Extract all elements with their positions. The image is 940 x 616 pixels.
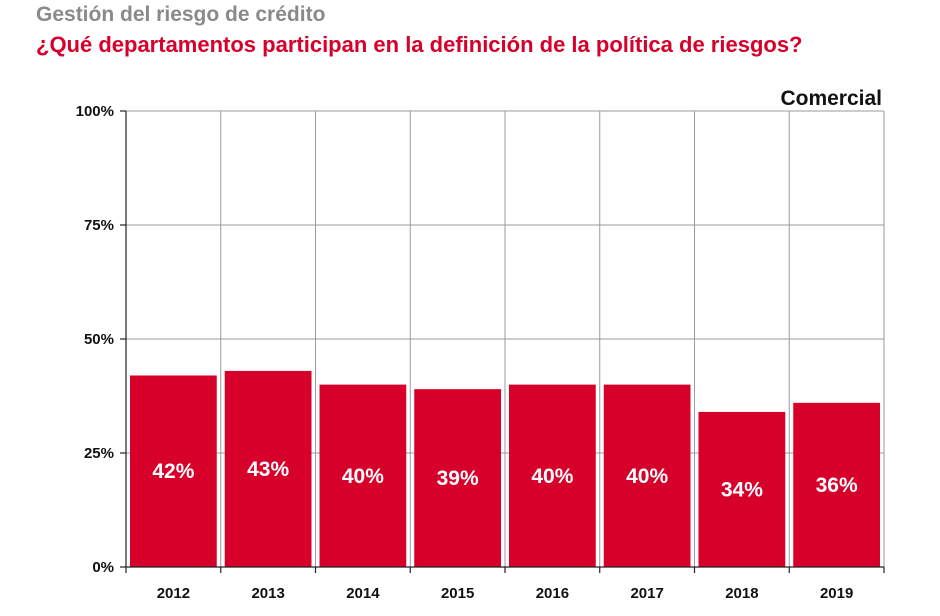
bar — [793, 402, 880, 567]
series-name-label: Comercial — [780, 87, 882, 110]
y-tick-label: 100% — [76, 103, 114, 120]
y-tick-label: 50% — [84, 331, 114, 348]
y-tick-label: 25% — [84, 445, 114, 462]
bar — [224, 370, 312, 567]
bar-value-label: 42% — [152, 460, 194, 483]
bar-value-label: 36% — [816, 474, 858, 497]
x-tick-label: 2018 — [725, 585, 758, 602]
bar-value-label: 34% — [721, 478, 763, 501]
y-tick-label: 75% — [84, 217, 114, 234]
bar — [509, 384, 596, 567]
bar-value-label: 40% — [626, 465, 668, 488]
chart-title: ¿Qué departamentos participan en la defi… — [36, 32, 803, 57]
chart-header: Gestión del riesgo de crédito ¿Qué depar… — [36, 2, 803, 60]
x-tick-label: 2013 — [251, 585, 284, 602]
bar — [414, 389, 501, 567]
x-tick-label: 2017 — [630, 585, 663, 602]
bar — [319, 384, 407, 567]
bar-value-label: 39% — [437, 467, 479, 490]
bar-value-label: 40% — [342, 465, 384, 488]
x-tick-label: 2012 — [157, 585, 190, 602]
bar-value-label: 40% — [531, 465, 573, 488]
x-tick-label: 2014 — [346, 585, 380, 602]
chart-subtitle: Gestión del riesgo de crédito — [36, 3, 326, 26]
y-tick-label: 0% — [92, 559, 114, 576]
bar — [698, 411, 786, 567]
x-tick-label: 2016 — [536, 585, 569, 602]
bar — [130, 375, 217, 567]
bar — [603, 384, 691, 567]
x-tick-label: 2019 — [820, 585, 853, 602]
x-tick-label: 2015 — [441, 585, 474, 602]
bar-value-label: 43% — [247, 458, 289, 481]
